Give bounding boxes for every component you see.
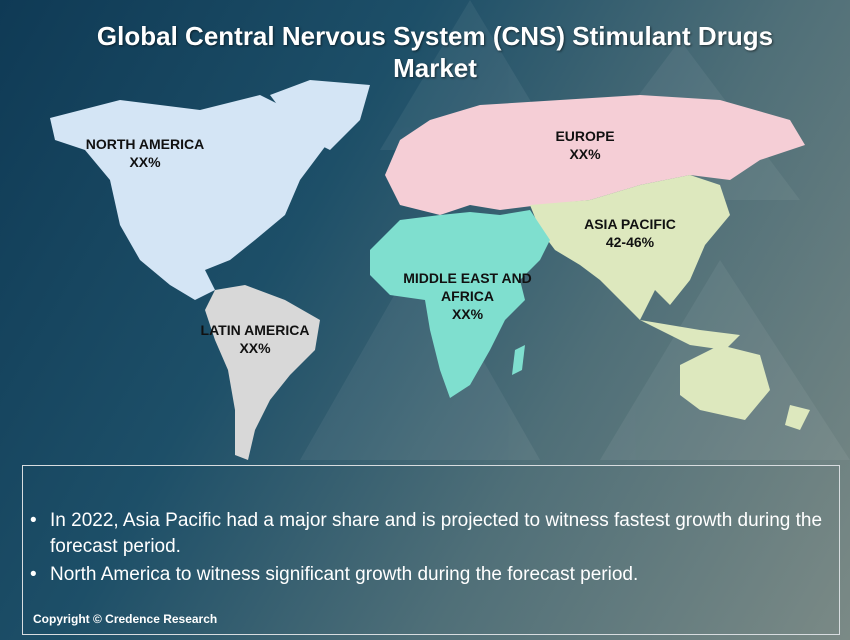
- region-share: XX%: [451, 306, 484, 322]
- bullet: In 2022, Asia Pacific had a major share …: [26, 508, 831, 560]
- region-share: XX%: [239, 340, 271, 356]
- region-label: LATIN AMERICA XX%: [190, 321, 320, 357]
- copyright: Copyright © Credence Research: [33, 612, 218, 626]
- region-share: XX%: [569, 146, 601, 162]
- text-box: [22, 465, 840, 635]
- region-share: XX%: [129, 154, 161, 170]
- region-share: 42-46%: [605, 234, 655, 250]
- bullet-list: In 2022, Asia Pacific had a major share …: [26, 508, 831, 590]
- region-name: ASIA PACIFIC: [584, 216, 676, 232]
- title: Global Central Nervous System (CNS) Stim…: [96, 21, 774, 83]
- region-name: NORTH AMERICA: [85, 136, 205, 152]
- region-name: MIDDLE EAST AND AFRICA: [403, 270, 532, 304]
- region-name: LATIN AMERICA: [200, 322, 310, 338]
- region-name: EUROPE: [555, 128, 615, 144]
- region-label: NORTH AMERICA XX%: [75, 135, 215, 171]
- region-label: ASIA PACIFIC 42-46%: [570, 215, 690, 251]
- bullet: North America to witness significant gro…: [26, 562, 831, 588]
- region-label: EUROPE XX%: [530, 127, 640, 163]
- region-label: MIDDLE EAST AND AFRICA XX%: [395, 269, 540, 323]
